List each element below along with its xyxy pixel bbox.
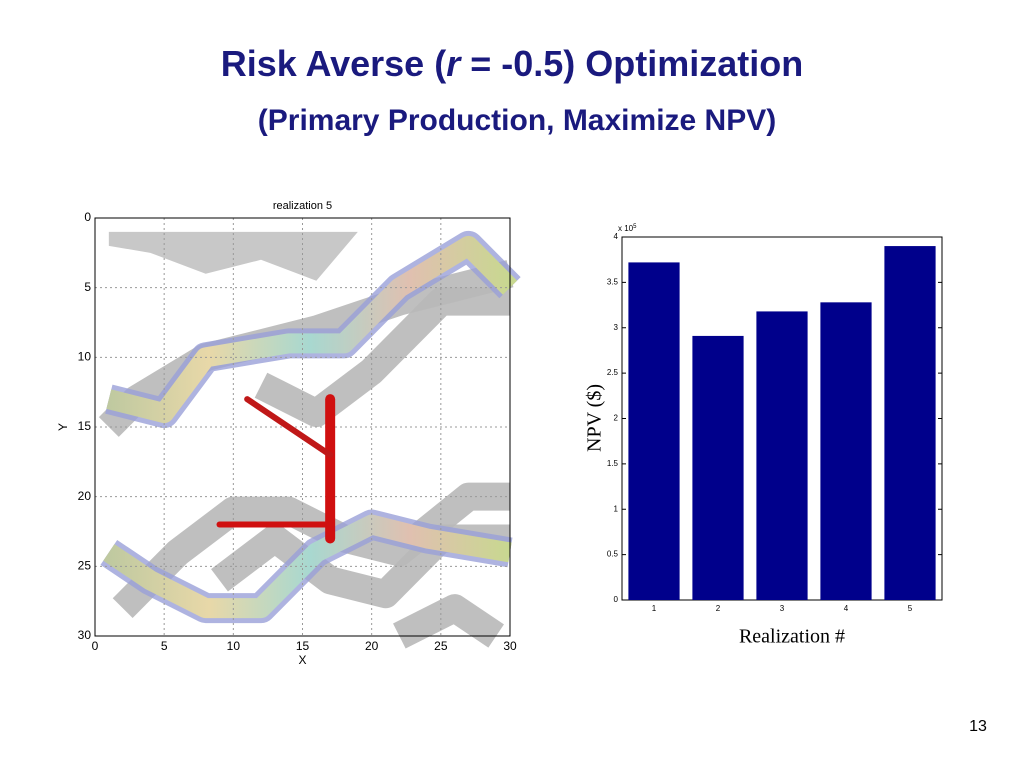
y-tick-label: 5 [84, 280, 91, 294]
multiplier-exponent: 5 [633, 224, 637, 230]
y-tick-label: 0 [614, 595, 619, 604]
bar [884, 246, 936, 600]
x-tick-label: 2 [716, 604, 721, 613]
x-tick-label: 5 [908, 604, 913, 613]
axis-multiplier: x 105 [618, 224, 637, 234]
bar [628, 262, 680, 600]
x-tick-label: 3 [780, 604, 785, 613]
chart-title: realization 5 [273, 200, 332, 212]
title-part: Risk Averse ( [221, 43, 446, 84]
slide-subtitle: (Primary Production, Maximize NPV) [258, 104, 776, 137]
x-tick-label: 4 [844, 604, 849, 613]
title-part: r [446, 43, 462, 84]
x-tick-label: 5 [161, 639, 168, 653]
well [244, 396, 334, 458]
multiplier-base: x 10 [618, 224, 634, 233]
bar [756, 311, 808, 600]
y-tick-label: 3 [614, 323, 619, 332]
y-tick-label: 1.5 [607, 459, 619, 468]
page-number: 13 [969, 718, 987, 735]
y-axis-label: NPV ($) [584, 384, 606, 452]
x-tick-label: 30 [503, 639, 517, 653]
gray-body [108, 231, 358, 281]
y-tick-label: 0 [84, 210, 91, 224]
x-axis-label: Realization # [739, 626, 845, 648]
bar [692, 335, 744, 600]
x-axis-label: X [298, 653, 306, 667]
gray-band [254, 287, 510, 428]
y-axis-label: Y [56, 423, 70, 431]
y-tick-label: 4 [614, 232, 619, 241]
slide-title: Risk Averse (r = -0.5) Optimization [221, 43, 804, 84]
y-tick-label: 1 [614, 504, 619, 513]
y-tick-label: 2 [614, 414, 619, 423]
y-tick-label: 25 [78, 559, 92, 573]
bar [820, 302, 872, 600]
y-tick-label: 3.5 [607, 277, 619, 286]
y-tick-label: 20 [78, 489, 92, 503]
y-tick-label: 30 [78, 628, 92, 642]
gray-band [393, 594, 504, 649]
colored-band [103, 514, 512, 619]
y-tick-label: 10 [78, 350, 92, 364]
axes-box [94, 217, 511, 637]
title-part: = -0.5) Optimization [460, 43, 803, 84]
x-tick-label: 15 [296, 639, 310, 653]
x-tick-label: 25 [434, 639, 448, 653]
x-tick-label: 10 [227, 639, 241, 653]
x-tick-label: 20 [365, 639, 379, 653]
x-tick-label: 1 [652, 604, 657, 613]
y-tick-label: 0.5 [607, 550, 619, 559]
x-tick-label: 0 [92, 639, 99, 653]
y-tick-label: 15 [78, 419, 92, 433]
y-tick-label: 2.5 [607, 368, 619, 377]
colored-band [106, 235, 518, 424]
